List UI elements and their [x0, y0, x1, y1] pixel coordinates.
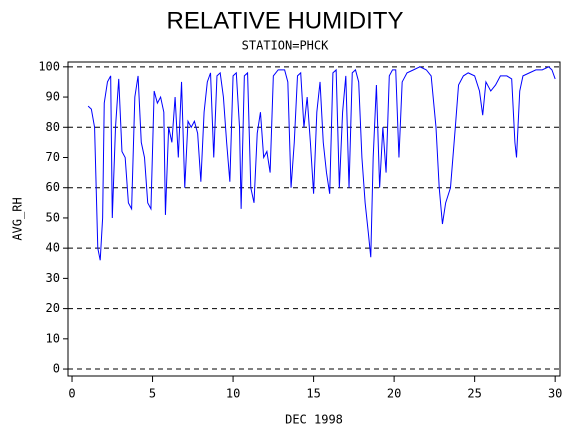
y-tick-label: 80 [46, 120, 60, 134]
y-tick-label: 30 [46, 271, 60, 285]
chart-subtitle: STATION=PHCK [242, 39, 329, 53]
x-tick-label: 15 [306, 387, 320, 401]
y-tick-label: 40 [46, 241, 60, 255]
y-tick-label: 100 [38, 59, 60, 73]
x-tick-label: 30 [548, 387, 562, 401]
y-tick-label: 60 [46, 180, 60, 194]
x-tick-label: 0 [68, 387, 75, 401]
x-tick-label: 25 [467, 387, 481, 401]
x-axis-label: DEC 1998 [285, 413, 343, 427]
plot-frame [67, 61, 561, 377]
y-tick-label: 50 [46, 210, 60, 224]
chart-title: RELATIVE HUMIDITY [167, 7, 404, 34]
y-tick-label: 90 [46, 90, 60, 104]
y-tick-label: 20 [46, 301, 60, 315]
data-line [87, 66, 556, 261]
x-tick-label: 5 [149, 387, 156, 401]
y-tick-label: 10 [46, 331, 60, 345]
y-tick-label: 70 [46, 150, 60, 164]
y-axis-label: AVG_RH [11, 197, 25, 240]
x-tick-label: 10 [226, 387, 240, 401]
y-tick-label: 0 [53, 362, 60, 376]
x-tick-label: 20 [387, 387, 401, 401]
